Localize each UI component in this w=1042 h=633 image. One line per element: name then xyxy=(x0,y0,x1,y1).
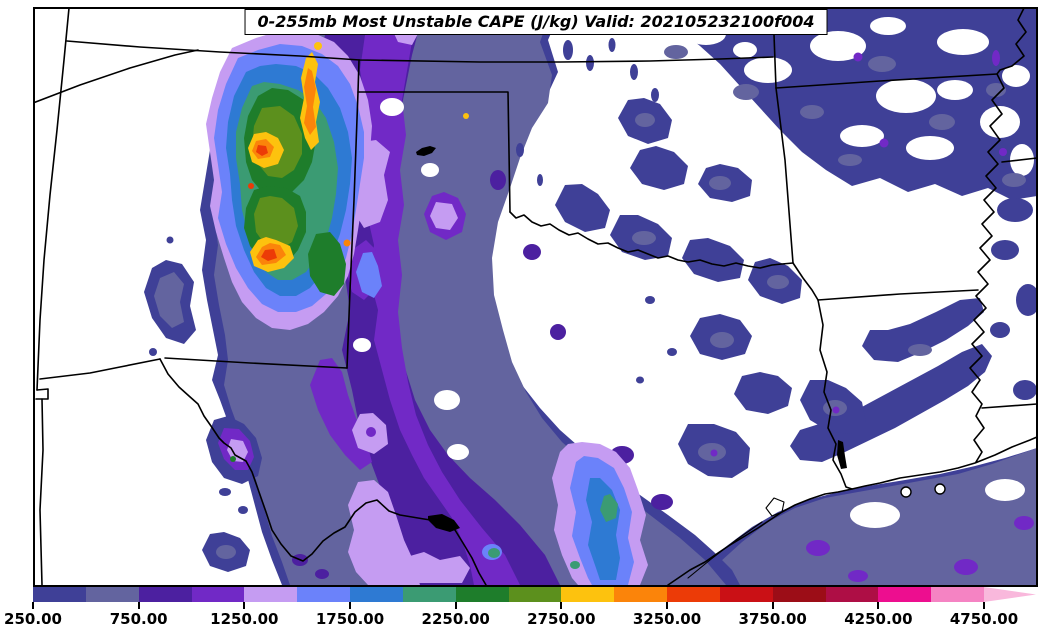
border-mexico-west xyxy=(39,358,161,380)
border-ar-la xyxy=(817,289,979,301)
la-lake-1 xyxy=(900,486,912,498)
la-lake-2 xyxy=(934,483,946,495)
lakes xyxy=(416,146,946,532)
map-frame xyxy=(33,7,1038,587)
colorbar-segment xyxy=(614,587,668,602)
colorbar-segment xyxy=(772,587,826,602)
colorbar-tick xyxy=(771,602,774,609)
colorbar-tick-label: 3250.00 xyxy=(632,610,702,628)
colorbar-segment xyxy=(402,587,457,602)
colorbar-tick xyxy=(349,602,351,609)
border-la-ms-31n xyxy=(981,403,1037,409)
border-az-nm-ut-co xyxy=(36,8,70,391)
el-paso-cape-cluster xyxy=(206,416,262,514)
colorbar-tick xyxy=(666,602,669,609)
colorbar-segment xyxy=(931,587,985,602)
colorbar-segment xyxy=(719,587,774,602)
coast-barrier-island xyxy=(687,521,763,579)
colorbar-tick xyxy=(454,602,457,609)
colorbar-segment xyxy=(85,587,140,602)
river-red xyxy=(509,211,794,269)
colorbar-tick-label: 4750.00 xyxy=(949,610,1019,628)
colorbar-tick-label: 750.00 xyxy=(109,610,168,628)
border-tx-panhandle xyxy=(357,91,511,213)
colorbar-tick xyxy=(137,602,140,609)
colorbar-segment xyxy=(244,587,298,602)
colorbar-tick xyxy=(877,602,880,609)
toledo-bend-reservoir xyxy=(837,440,847,469)
border-tn-ms xyxy=(1001,157,1037,163)
colorbar-segment xyxy=(455,587,509,602)
gulf-contour-region xyxy=(660,448,1037,585)
northeast-cape-network xyxy=(645,8,1037,200)
colorbar-tick-label: 1750.00 xyxy=(315,610,385,628)
colorbar-tick xyxy=(243,602,246,609)
colorbar: 250.00 750.00 1250.00 1750.00 2250.00 2750.00… xyxy=(4,587,1037,633)
lake-meredith xyxy=(416,146,436,156)
colorbar-segment xyxy=(297,587,351,602)
new-mexico-cape-core xyxy=(206,30,469,330)
colorbar-tick xyxy=(560,602,563,609)
river-sabine xyxy=(817,299,853,490)
colorbar-bar xyxy=(33,587,1037,602)
band-west-fringe xyxy=(144,236,388,572)
river-san-juan xyxy=(34,49,199,104)
border-sonora-chihuahua xyxy=(39,398,44,586)
colorbar-tick xyxy=(983,602,986,609)
map-title: 0-255mb Most Unstable CAPE (J/kg) Valid:… xyxy=(257,12,815,31)
colorbar-tick-label: 2750.00 xyxy=(527,610,596,628)
colorbar-tick-label: 250.00 xyxy=(4,610,62,628)
colorbar-tick-label: 1250.00 xyxy=(210,610,279,628)
colorbar-segment xyxy=(667,587,721,602)
colorbar-tick-label: 3750.00 xyxy=(738,610,807,628)
colorbar-segment xyxy=(350,587,404,602)
colorbar-segment xyxy=(508,587,562,602)
border-nm-tx-32n xyxy=(164,357,348,369)
rio-grande-cape-core xyxy=(482,442,648,585)
galveston-bay xyxy=(765,497,785,517)
river-mississippi xyxy=(969,8,1027,463)
border-ok-east xyxy=(775,87,794,264)
map-title-box: 0-255mb Most Unstable CAPE (J/kg) Valid:… xyxy=(244,9,828,35)
colorbar-overflow-arrow xyxy=(984,587,1036,602)
border-mo-ar xyxy=(775,73,998,89)
lake-amistad xyxy=(428,514,460,532)
colorbar-segment xyxy=(825,587,879,602)
colorbar-tick-label: 4250.00 xyxy=(844,610,913,628)
colorbar-tick xyxy=(32,602,34,609)
colorbar-segment xyxy=(138,587,192,602)
colorbar-segment xyxy=(191,587,245,602)
colorbar-segment xyxy=(561,587,615,602)
colorbar-tick-label: 2250.00 xyxy=(421,610,490,628)
border-37n-parallel xyxy=(66,40,774,63)
border-tx-ar xyxy=(792,262,819,301)
southeast-cape-network xyxy=(516,38,1037,478)
colorbar-segment xyxy=(878,587,932,602)
colorbar-segment xyxy=(33,587,87,602)
border-nm-tx-103w xyxy=(346,59,360,369)
river-rio-grande xyxy=(159,358,487,586)
